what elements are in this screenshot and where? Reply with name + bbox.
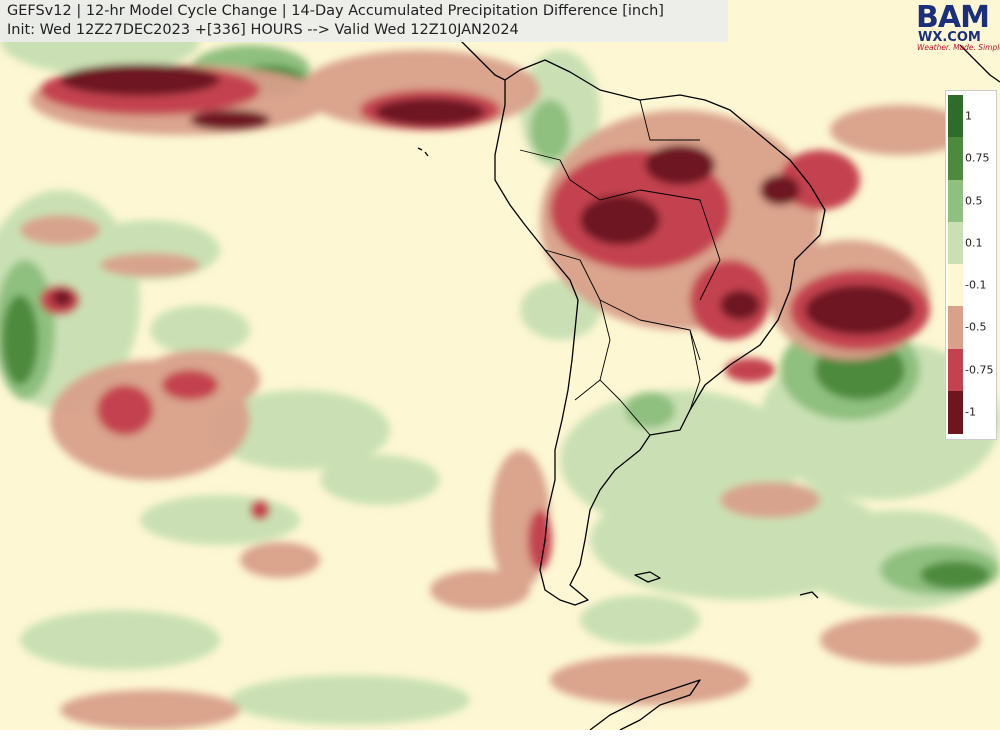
colorbar-tick-label: 0.1 [965, 236, 983, 250]
africa-coast [959, 44, 1000, 83]
colorbar-segment [948, 264, 963, 307]
logo-tagline: Weather. Made. Simple. [917, 43, 1000, 52]
south-america-outline [494, 59, 826, 606]
colorbar-tick-label: -0.5 [965, 320, 987, 334]
colorbar-segment [948, 221, 963, 265]
colorbar-segment [948, 306, 963, 349]
legend-colorbar: 1 0.75 0.5 0.1 -0.1 -0.5 -0.75 -1 [945, 90, 997, 440]
logo-bam-text: BAM [916, 0, 990, 35]
colorbar-tick-label: -0.1 [965, 278, 987, 292]
south-georgia [799, 591, 819, 599]
colorbar-tick-label: 1 [965, 109, 972, 123]
country-borders [519, 99, 721, 436]
colorbar-strip [948, 95, 963, 434]
central-america [459, 39, 506, 81]
colorbar-tick-label: 0.75 [965, 151, 990, 165]
colorbar-tick-label: 0.5 [965, 194, 983, 208]
precipitation-field [0, 5, 1000, 730]
falkland-islands [634, 571, 661, 583]
precipitation-difference-map [0, 5, 1000, 730]
bottom-strip [0, 730, 1000, 750]
map-title: GEFSv12 | 12-hr Model Cycle Change | 14-… [7, 3, 664, 19]
logo-wx-text: WX.COM [918, 30, 981, 45]
colorbar-tick-label: -0.75 [965, 363, 994, 377]
map-header: GEFSv12 | 12-hr Model Cycle Change | 14-… [0, 0, 728, 42]
colorbar-segment [948, 179, 963, 223]
bamwx-logo: BAM WX.COM Weather. Made. Simple. [914, 0, 1000, 52]
antarctic-peninsula [589, 679, 701, 730]
colorbar-segment [948, 348, 963, 392]
colorbar-segment [948, 390, 963, 434]
colorbar-segment [948, 95, 963, 138]
colorbar-segment [948, 137, 963, 180]
coastlines [417, 39, 1000, 730]
colorbar-tick-label: -1 [965, 405, 976, 419]
galapagos [417, 147, 429, 157]
map-valid-time: Init: Wed 12Z27DEC2023 +[336] HOURS --> … [7, 22, 519, 38]
